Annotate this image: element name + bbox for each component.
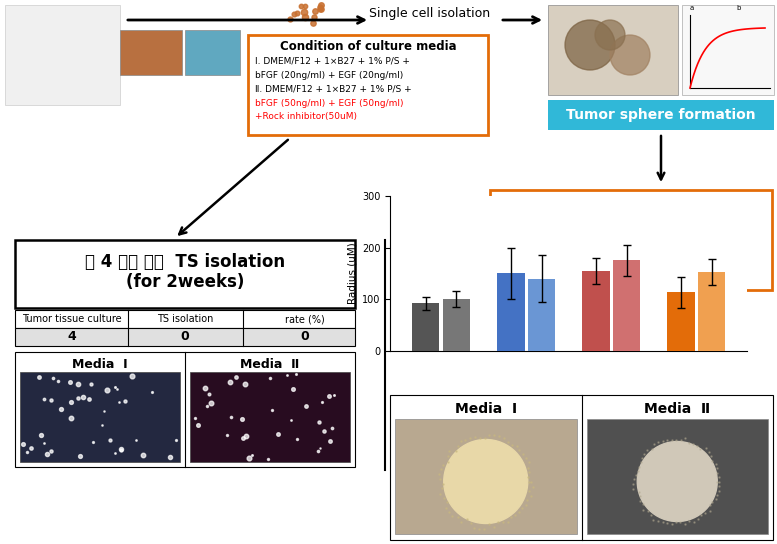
Bar	[5, 5, 120, 105]
Bar	[497, 274, 524, 351]
Text: 0: 0	[301, 331, 309, 343]
Bar	[490, 190, 772, 290]
Bar	[698, 272, 726, 351]
Text: bFGF (20ng/ml) + EGF (20ng/ml): bFGF (20ng/ml) + EGF (20ng/ml)	[255, 71, 403, 79]
Bar	[528, 279, 555, 351]
Bar	[15, 310, 355, 328]
Text: bFGF (50ng/ml) + EGF (50ng/ml): bFGF (50ng/ml) + EGF (50ng/ml)	[497, 254, 646, 263]
Circle shape	[444, 440, 528, 523]
Text: Media  Ⅱ: Media Ⅱ	[644, 402, 710, 416]
Text: Tumor tissue culture: Tumor tissue culture	[23, 314, 122, 324]
Bar	[548, 100, 774, 130]
Text: Ⅰ. DMEM/F12 + 1×B27 + 1% P/S +: Ⅰ. DMEM/F12 + 1×B27 + 1% P/S +	[255, 57, 410, 65]
Text: Tumor sphere formation: Tumor sphere formation	[566, 108, 756, 122]
Text: 0: 0	[180, 331, 190, 343]
Text: bFGF (50ng/ml) + EGF (50ng/ml): bFGF (50ng/ml) + EGF (50ng/ml)	[255, 98, 403, 108]
Bar	[682, 5, 774, 95]
Y-axis label: Radius (uM): Radius (uM)	[347, 243, 357, 304]
Bar	[667, 293, 695, 351]
Text: a: a	[690, 5, 695, 11]
Text: 완 4 환자 조직  TS isolation: 완 4 환자 조직 TS isolation	[85, 253, 285, 271]
Bar	[390, 395, 773, 540]
Bar	[583, 271, 610, 351]
Bar	[15, 328, 355, 346]
Text: rate (%): rate (%)	[285, 314, 325, 324]
Bar	[15, 352, 355, 467]
Text: Ⅱ. DMEM/F12 + 1×B27 + 1% P/S +: Ⅱ. DMEM/F12 + 1×B27 + 1% P/S +	[497, 239, 653, 249]
Text: Media  Ⅰ: Media Ⅰ	[72, 357, 127, 370]
Bar	[15, 240, 355, 308]
Bar	[185, 30, 240, 75]
Text: Ⅱ. DMEM/F12 + 1×B27 + 1% P/S +: Ⅱ. DMEM/F12 + 1×B27 + 1% P/S +	[255, 84, 412, 94]
Bar	[395, 419, 577, 534]
Bar	[248, 35, 488, 135]
Bar	[120, 30, 182, 75]
Text: Media  Ⅰ: Media Ⅰ	[455, 402, 517, 416]
Circle shape	[637, 442, 717, 522]
Bar	[587, 419, 768, 534]
Text: 4: 4	[68, 331, 76, 343]
Text: Condition of culture media: Condition of culture media	[542, 195, 720, 208]
Bar	[412, 304, 440, 351]
Circle shape	[595, 20, 625, 50]
Text: Condition of culture media: Condition of culture media	[280, 40, 456, 53]
Circle shape	[610, 35, 650, 75]
Circle shape	[565, 20, 615, 70]
Bar	[548, 5, 678, 95]
Bar	[613, 261, 640, 351]
Bar	[443, 299, 470, 351]
Text: +Rock inhibitor(50uM): +Rock inhibitor(50uM)	[497, 268, 599, 276]
Text: b: b	[736, 5, 740, 11]
Text: Single cell isolation: Single cell isolation	[369, 8, 490, 21]
Text: bFGF (20ng/ml) + EGF (20ng/ml): bFGF (20ng/ml) + EGF (20ng/ml)	[497, 226, 645, 234]
Bar	[190, 372, 350, 462]
Text: +Rock inhibitor(50uM): +Rock inhibitor(50uM)	[255, 113, 357, 121]
Text: TS isolation: TS isolation	[157, 314, 213, 324]
Text: (for 2weeks): (for 2weeks)	[126, 273, 244, 291]
Text: Media  Ⅱ: Media Ⅱ	[240, 357, 300, 370]
Text: Ⅰ. DMEM/F12 + 1×B27 + 1% P/S +: Ⅰ. DMEM/F12 + 1×B27 + 1% P/S +	[497, 212, 652, 220]
Bar	[20, 372, 180, 462]
